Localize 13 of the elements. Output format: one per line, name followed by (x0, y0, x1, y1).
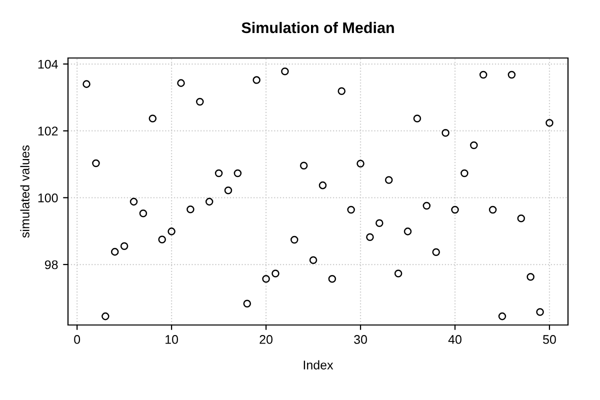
x-axis-title: Index (304, 360, 334, 370)
x-tick-label: 40 (448, 335, 462, 344)
chart-title: Simulation of Median (242, 22, 394, 34)
y-tick-label: 98 (44, 260, 58, 270)
y-tick-label: 100 (38, 193, 58, 202)
y-axis-title: simulated values (20, 145, 30, 238)
y-tick-label: 102 (38, 126, 58, 136)
x-tick-label: 30 (354, 335, 367, 344)
x-tick-label: 50 (543, 335, 556, 344)
y-tick-label: 104 (38, 60, 58, 69)
x-tick-label: 20 (260, 335, 272, 344)
x-tick-label: 0 (74, 335, 80, 344)
x-tick-label: 10 (166, 335, 178, 344)
